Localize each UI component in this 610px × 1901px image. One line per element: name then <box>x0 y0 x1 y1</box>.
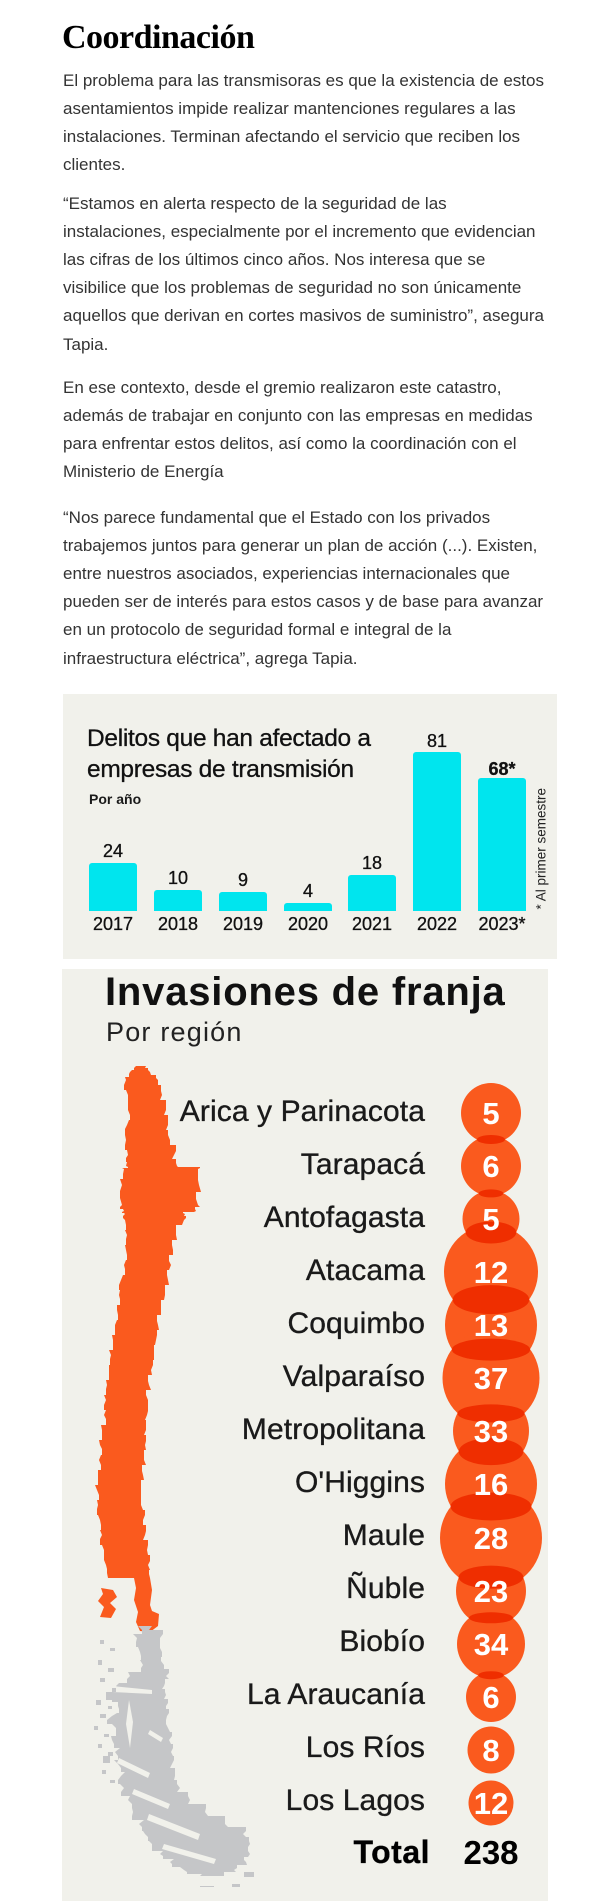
svg-text:5: 5 <box>482 1202 499 1237</box>
svg-text:12: 12 <box>474 1786 508 1821</box>
svg-text:33: 33 <box>474 1414 508 1449</box>
svg-text:8: 8 <box>482 1733 499 1768</box>
svg-text:28: 28 <box>474 1521 508 1556</box>
svg-text:16: 16 <box>474 1467 508 1502</box>
svg-text:23: 23 <box>474 1574 508 1609</box>
svg-text:6: 6 <box>482 1680 499 1715</box>
svg-text:37: 37 <box>474 1361 508 1396</box>
svg-text:5: 5 <box>482 1096 499 1131</box>
svg-text:13: 13 <box>474 1308 508 1343</box>
svg-text:6: 6 <box>482 1149 499 1184</box>
svg-text:12: 12 <box>474 1255 508 1290</box>
svg-text:34: 34 <box>474 1627 509 1662</box>
